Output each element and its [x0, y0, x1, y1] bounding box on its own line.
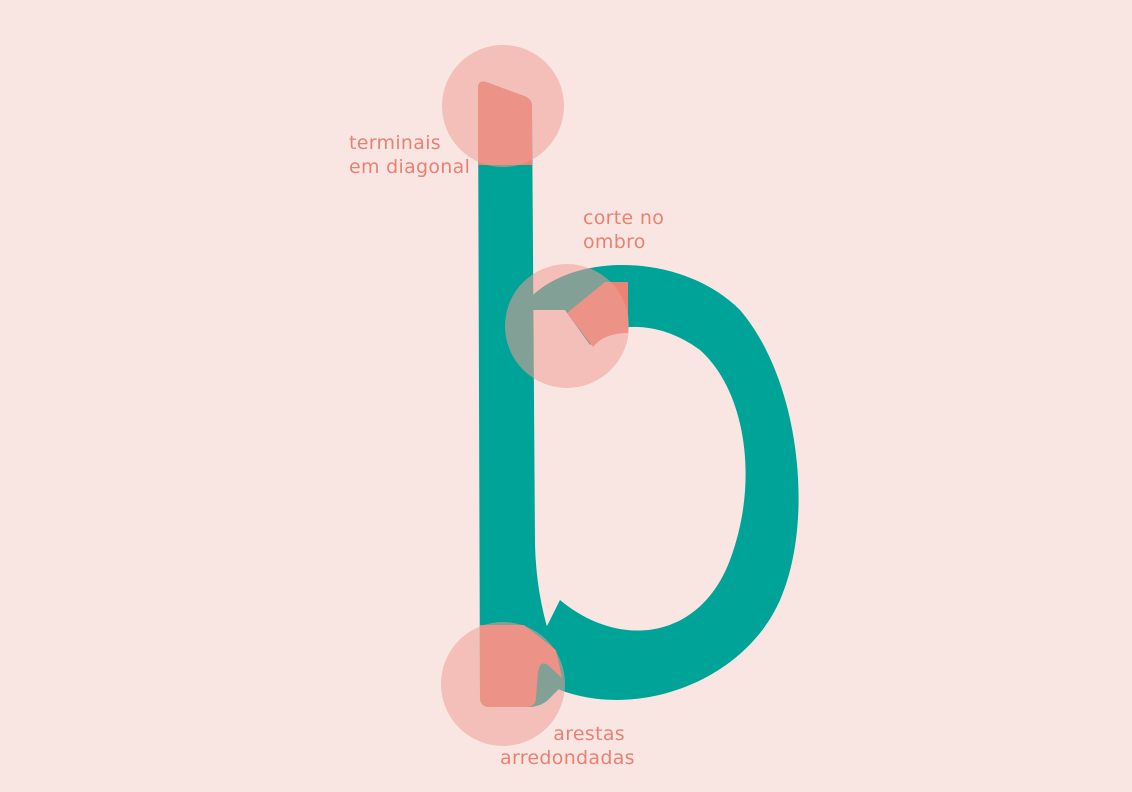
annotation-shoulder-line2: ombro	[583, 231, 646, 253]
annotation-edges-line2: arredondadas	[500, 747, 635, 769]
callout-circle-corner	[441, 622, 565, 746]
callout-circle-terminal	[442, 45, 564, 167]
annotation-terminals-line2: em diagonal	[349, 156, 471, 178]
annotation-shoulder-cut: corte no ombro	[583, 206, 664, 254]
glyph-bowl	[520, 265, 799, 700]
annotation-terminals: terminais em diagonal	[349, 131, 470, 179]
annotation-shoulder-line1: corte no	[583, 207, 665, 229]
annotation-edges-line1: arestas	[553, 723, 625, 745]
annotation-rounded-edges: arestas arredondadas	[500, 722, 635, 770]
callout-circle-shoulder	[505, 264, 629, 388]
glyph-stem	[478, 81, 568, 708]
annotation-terminals-line1: terminais	[349, 132, 441, 154]
